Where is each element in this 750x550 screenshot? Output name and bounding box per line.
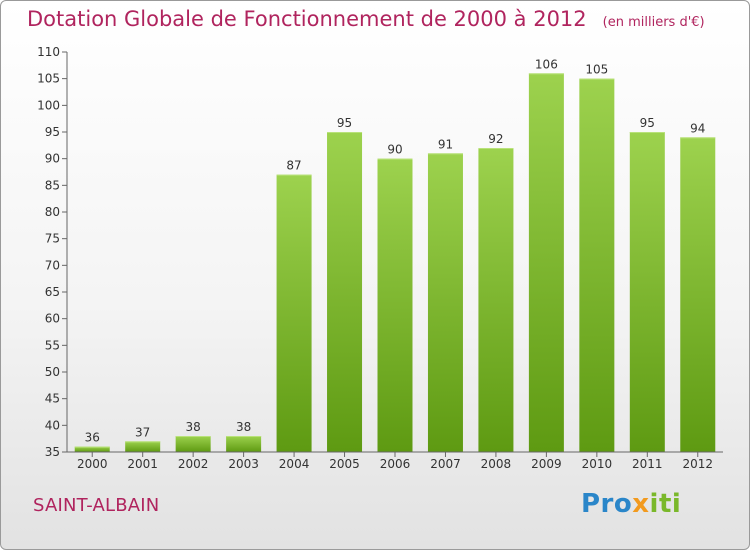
y-tick-label: 105 xyxy=(37,72,60,86)
chart-title: Dotation Globale de Fonctionnement de 20… xyxy=(27,7,705,31)
chart-unit: (en milliers d'€) xyxy=(602,15,705,30)
proxiti-logo: Proxiti xyxy=(581,489,682,519)
y-tick-label: 65 xyxy=(45,285,60,299)
x-tick-label: 2007 xyxy=(430,457,461,471)
x-axis: 2000 2001 2002 2003 2004 2005 2006 2007 2008 2009… xyxy=(67,451,723,471)
x-tick-label: 2010 xyxy=(582,457,613,471)
bar xyxy=(478,148,514,452)
bar-value-label: 36 xyxy=(85,431,100,445)
bar-value-label: 87 xyxy=(286,159,301,173)
chart-title-text: Dotation Globale de Fonctionnement de 20… xyxy=(27,7,587,31)
bar-value-label: 90 xyxy=(387,143,402,157)
city-name: SAINT-ALBAIN xyxy=(33,495,160,516)
y-tick-label: 100 xyxy=(37,98,60,112)
bar-value-label: 95 xyxy=(640,116,655,130)
bars-group: 36 37 38 38 87 95 90 91 92 106 105 95 94 xyxy=(74,57,716,453)
bar xyxy=(427,153,463,453)
bar xyxy=(579,78,615,453)
bar xyxy=(125,441,161,452)
y-tick-label: 45 xyxy=(45,392,60,406)
bar-value-label: 38 xyxy=(186,420,201,434)
bar xyxy=(226,436,262,452)
x-tick-label: 2003 xyxy=(228,457,259,471)
bar xyxy=(528,73,564,452)
bar-value-label: 95 xyxy=(337,116,352,130)
x-tick-label: 2004 xyxy=(279,457,310,471)
bar-value-label: 92 xyxy=(488,132,503,146)
bar-value-label: 106 xyxy=(535,57,558,71)
bar-value-label: 94 xyxy=(690,121,705,135)
y-tick-label: 60 xyxy=(45,312,60,326)
y-tick-label: 40 xyxy=(45,418,60,432)
y-tick-label: 110 xyxy=(37,45,60,59)
y-tick-label: 80 xyxy=(45,205,60,219)
x-tick-label: 2005 xyxy=(329,457,360,471)
bar xyxy=(74,446,110,452)
y-tick-label: 75 xyxy=(45,232,60,246)
y-tick-label: 50 xyxy=(45,365,60,379)
y-tick-label: 90 xyxy=(45,152,60,166)
x-tick-label: 2001 xyxy=(127,457,158,471)
bar-value-label: 105 xyxy=(585,63,608,77)
bar-value-label: 91 xyxy=(438,137,453,151)
bar xyxy=(276,174,312,452)
bar xyxy=(377,158,413,452)
bar xyxy=(680,137,716,453)
bar-value-label: 37 xyxy=(135,425,150,439)
x-tick-label: 2012 xyxy=(682,457,713,471)
bar xyxy=(629,132,665,452)
x-tick-label: 2000 xyxy=(77,457,108,471)
y-tick-label: 70 xyxy=(45,258,60,272)
x-tick-label: 2006 xyxy=(380,457,411,471)
y-tick-label: 55 xyxy=(45,338,60,352)
x-tick-label: 2011 xyxy=(632,457,663,471)
y-tick-label: 35 xyxy=(45,445,60,459)
bar xyxy=(327,132,363,452)
y-tick-label: 95 xyxy=(45,125,60,139)
bar-value-label: 38 xyxy=(236,420,251,434)
x-tick-label: 2008 xyxy=(481,457,512,471)
bar xyxy=(175,436,211,452)
y-tick-label: 85 xyxy=(45,178,60,192)
x-tick-label: 2009 xyxy=(531,457,562,471)
x-tick-label: 2002 xyxy=(178,457,209,471)
y-axis: 35 40 45 50 55 60 65 70 75 80 85 90 95 100 105 110 xyxy=(37,45,68,459)
